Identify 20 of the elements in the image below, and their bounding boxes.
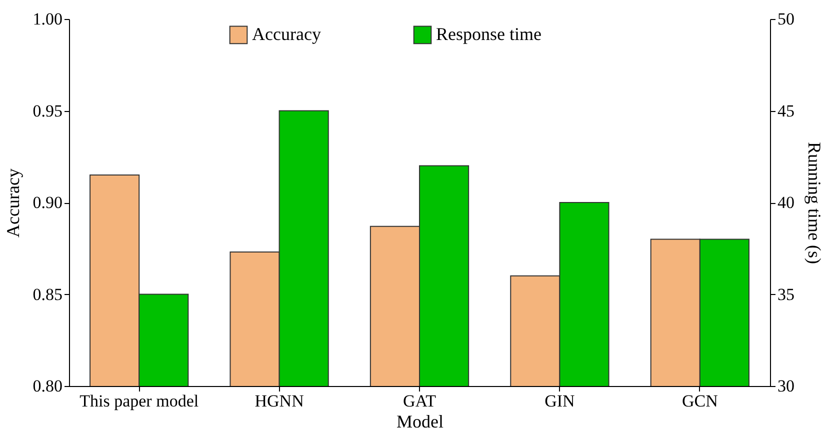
x-tick-label: GCN <box>682 392 718 410</box>
y2-axis-title: Running time (s) <box>804 142 824 264</box>
y2-tick-label: 45 <box>778 101 794 120</box>
legend-label: Accuracy <box>252 24 321 44</box>
y-tick-label: 0.85 <box>32 284 62 304</box>
y-tick-label: 1.00 <box>32 10 62 28</box>
y2-tick-label: 30 <box>778 376 794 396</box>
y-tick-label: 0.95 <box>32 101 62 120</box>
y-tick-label: 0.80 <box>32 376 62 396</box>
x-tick-label: This paper model <box>80 392 199 410</box>
x-tick-label: GAT <box>402 392 437 410</box>
x-tick-label: GIN <box>544 392 575 410</box>
x-tick-label: HGNN <box>254 392 304 410</box>
y-axis-title: Accuracy <box>2 168 23 238</box>
y2-tick-label: 50 <box>778 10 794 28</box>
y-tick-label: 0.90 <box>32 193 62 212</box>
y2-tick-label: 40 <box>778 193 794 212</box>
legend-label: Response time <box>436 24 542 44</box>
x-axis-title: Model <box>396 412 444 432</box>
y2-tick-label: 35 <box>778 284 794 304</box>
